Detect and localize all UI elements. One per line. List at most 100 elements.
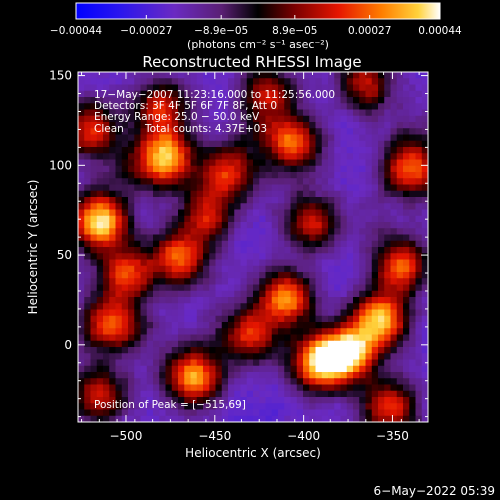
heatmap-cell [359, 240, 367, 248]
heatmap-cell [134, 297, 142, 304]
heatmap-cell [346, 315, 354, 323]
heatmap-cell [215, 165, 223, 173]
heatmap-cell [271, 115, 279, 123]
heatmap-cell [271, 122, 279, 129]
heatmap-cell [365, 203, 373, 211]
heatmap-cell [390, 415, 398, 422]
heatmap-cell [171, 347, 179, 354]
heatmap-cell [378, 153, 385, 161]
heatmap-cell [371, 190, 379, 198]
heatmap-cell [228, 172, 235, 179]
heatmap-cell [228, 378, 235, 386]
heatmap-cell [271, 334, 279, 342]
heatmap-cell [359, 322, 367, 329]
heatmap-cell [159, 409, 167, 417]
heatmap-cell [121, 290, 129, 298]
heatmap-cell [103, 159, 110, 167]
heatmap-cell [171, 215, 179, 223]
heatmap-cell [103, 415, 110, 422]
heatmap-cell [328, 365, 335, 373]
heatmap-cell [103, 328, 110, 336]
heatmap-cell [84, 222, 92, 229]
heatmap-cell [165, 284, 173, 292]
heatmap-cell [340, 253, 348, 261]
heatmap-cell [171, 253, 179, 261]
heatmap-cell [165, 334, 173, 342]
heatmap-cell [378, 172, 385, 179]
heatmap-cell [365, 303, 373, 311]
heatmap-cell [284, 240, 292, 248]
heatmap-cell [234, 240, 242, 248]
heatmap-cell [359, 384, 367, 392]
heatmap-cell [371, 228, 379, 236]
heatmap-cell [253, 84, 260, 92]
heatmap-cell [353, 328, 360, 336]
heatmap-cell [371, 97, 379, 104]
heatmap-cell [253, 109, 260, 117]
heatmap-cell [246, 247, 254, 254]
heatmap-cell [146, 259, 154, 267]
heatmap-cell [421, 197, 428, 204]
heatmap-cell [271, 378, 279, 386]
heatmap-cell [215, 265, 223, 273]
heatmap-cell [215, 315, 223, 323]
heatmap-cell [103, 72, 110, 79]
heatmap-cell [371, 340, 379, 348]
heatmap-cell [78, 378, 85, 386]
heatmap-cell [421, 378, 428, 386]
heatmap-cell [159, 90, 167, 98]
heatmap-cell [290, 309, 298, 317]
heatmap-cell [165, 384, 173, 392]
heatmap-cell [346, 153, 354, 161]
heatmap-cell [128, 365, 135, 373]
heatmap-cell [209, 153, 217, 161]
heatmap-cell [78, 240, 85, 248]
heatmap-cell [103, 140, 110, 148]
heatmap-cell [178, 90, 185, 98]
heatmap-cell [396, 78, 404, 86]
heatmap-cell [90, 153, 98, 161]
heatmap-cell [378, 415, 385, 422]
heatmap-cell [90, 97, 98, 104]
heatmap-cell [340, 303, 348, 311]
heatmap-cell [121, 378, 129, 386]
heatmap-cell [259, 384, 267, 392]
heatmap-cell [340, 159, 348, 167]
heatmap-cell [165, 297, 173, 304]
heatmap-cell [334, 253, 342, 261]
heatmap-cell [246, 153, 254, 161]
heatmap-cell [140, 390, 148, 398]
heatmap-cell [359, 347, 367, 354]
heatmap-cell [121, 328, 129, 336]
heatmap-cell [378, 334, 385, 342]
heatmap-cell [415, 372, 423, 379]
heatmap-cell [384, 347, 392, 354]
heatmap-cell [409, 322, 417, 329]
heatmap-cell [359, 303, 367, 311]
heatmap-cell [240, 159, 248, 167]
heatmap-cell [365, 165, 373, 173]
heatmap-cell [171, 78, 179, 86]
heatmap-cell [353, 197, 360, 204]
heatmap-cell [328, 278, 335, 286]
heatmap-cell [240, 234, 248, 242]
heatmap-cell [90, 409, 98, 417]
heatmap-cell [90, 122, 98, 129]
colorbar-ticks: −0.00044 −0.00027 −8.9e−05 8.9e−05 0.00027 0.… [50, 15, 462, 37]
heatmap-cell [228, 147, 235, 154]
heatmap-cell [246, 147, 254, 154]
heatmap-cell [146, 72, 154, 79]
heatmap-cell [196, 203, 204, 211]
heatmap-cell [340, 122, 348, 129]
heatmap-cell [334, 84, 342, 92]
heatmap-cell [296, 409, 304, 417]
heatmap-cell [134, 334, 142, 342]
heatmap-cell [365, 372, 373, 379]
heatmap-cell [421, 203, 428, 211]
heatmap-cell [146, 159, 154, 167]
heatmap-cell [203, 209, 210, 217]
heatmap-cell [259, 309, 267, 317]
heatmap-cell [278, 397, 285, 404]
heatmap-cell [278, 284, 285, 292]
y-tick-label: 50 [57, 248, 72, 262]
